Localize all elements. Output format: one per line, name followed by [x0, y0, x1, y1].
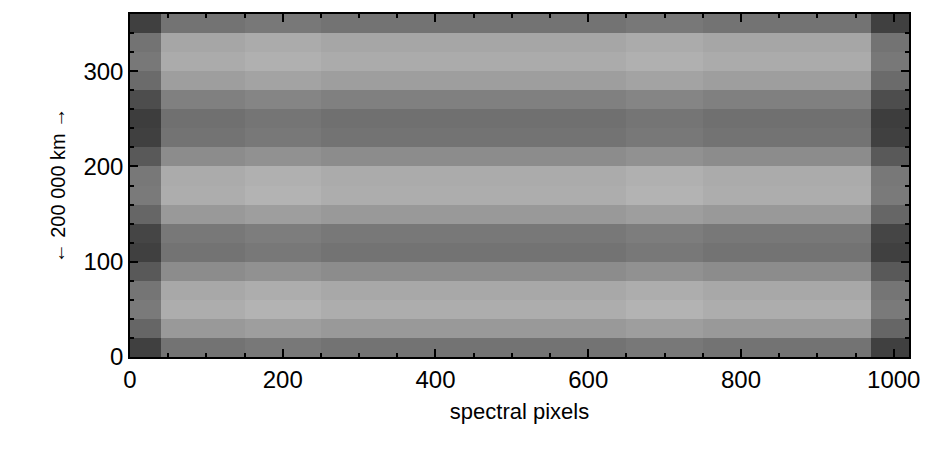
- svg-text:← 200 000 km →: ← 200 000 km →: [47, 108, 69, 264]
- svg-text:0: 0: [110, 343, 123, 370]
- svg-text:600: 600: [568, 366, 608, 393]
- svg-text:100: 100: [83, 248, 123, 275]
- svg-text:200: 200: [83, 153, 123, 180]
- svg-text:1000: 1000: [867, 366, 920, 393]
- svg-text:400: 400: [415, 366, 455, 393]
- svg-text:300: 300: [83, 58, 123, 85]
- svg-text:800: 800: [721, 366, 761, 393]
- svg-text:200: 200: [263, 366, 303, 393]
- svg-text:0: 0: [123, 366, 136, 393]
- svg-text:spectral pixels: spectral pixels: [450, 399, 589, 424]
